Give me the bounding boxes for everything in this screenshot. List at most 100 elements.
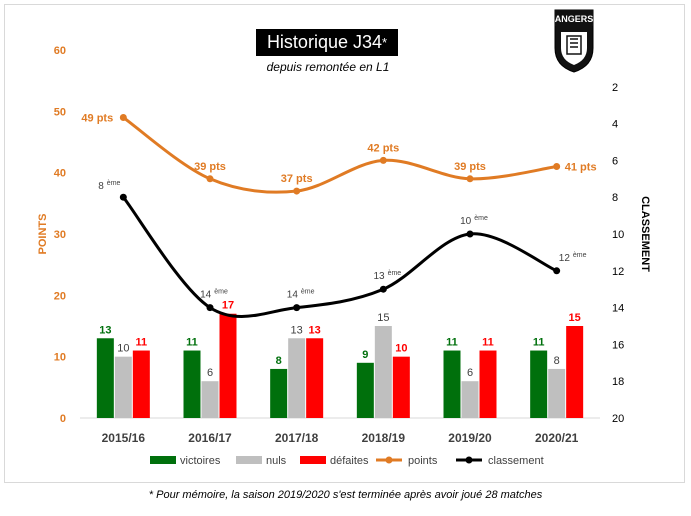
bar-value-label: 6 — [207, 367, 213, 379]
point-data-label: 37 pts — [281, 173, 313, 185]
classement-data-label: 12 ème — [559, 252, 587, 264]
x-tick-label: 2019/20 — [448, 431, 492, 445]
point-data-label: 39 pts — [194, 161, 226, 173]
y2-tick-label: 20 — [612, 413, 624, 425]
bar-value-label: 9 — [362, 349, 368, 361]
bar-défaites — [306, 338, 324, 418]
y-axis-title: POINTS — [37, 214, 49, 255]
classement-label-suffix: ème — [388, 270, 402, 277]
y2-tick-label: 8 — [612, 192, 618, 204]
classement-label-suffix: ème — [573, 252, 587, 259]
classement-marker — [206, 304, 214, 312]
bar-nuls — [114, 356, 132, 418]
angers-logo: ANGERS — [554, 9, 594, 73]
bar-victoires — [96, 338, 114, 418]
classement-marker — [119, 193, 127, 201]
legend-label: classement — [488, 455, 544, 467]
bar-nuls — [201, 381, 219, 418]
point-marker — [379, 156, 387, 164]
y2-tick-label: 2 — [612, 82, 618, 94]
bar-value-label: 11 — [482, 337, 494, 349]
bar-victoires — [356, 362, 374, 418]
y-tick-label: 60 — [54, 45, 66, 57]
legend-label: points — [408, 455, 438, 467]
bar-value-label: 11 — [533, 337, 545, 349]
legend-label: victoires — [180, 455, 221, 467]
classement-marker — [553, 267, 561, 275]
bar-victoires — [183, 350, 201, 418]
bar-défaites — [219, 313, 237, 418]
point-data-label: 49 pts — [81, 112, 113, 124]
bar-value-label: 6 — [467, 367, 473, 379]
y-tick-label: 20 — [54, 290, 66, 302]
point-marker — [293, 187, 301, 195]
classement-marker — [466, 230, 474, 238]
chart-title-star: * — [382, 35, 388, 50]
bar-value-label: 17 — [222, 300, 234, 312]
point-data-label: 39 pts — [454, 161, 486, 173]
bar-value-label: 15 — [377, 312, 389, 324]
bar-value-label: 11 — [136, 337, 148, 349]
bar-value-label: 11 — [446, 337, 458, 349]
legend-marker — [385, 456, 393, 464]
classement-marker — [379, 285, 387, 293]
y2-tick-label: 4 — [612, 119, 618, 131]
point-marker — [466, 175, 474, 183]
classement-label-suffix: ème — [107, 180, 121, 187]
classement-data-label: 14 ème — [287, 289, 315, 301]
bar-value-label: 8 — [554, 355, 560, 367]
bar-value-label: 8 — [276, 355, 282, 367]
point-marker — [553, 163, 561, 171]
legend-label: nuls — [266, 455, 287, 467]
y2-axis-title: CLASSEMENT — [639, 196, 651, 272]
bar-value-label: 13 — [291, 324, 303, 336]
line-points — [122, 116, 557, 194]
svg-text:ANGERS: ANGERS — [555, 14, 594, 24]
bar-value-label: 13 — [99, 324, 111, 336]
bar-value-label: 15 — [569, 312, 581, 324]
point-marker — [119, 113, 127, 121]
bar-nuls — [374, 326, 392, 418]
y2-tick-label: 6 — [612, 155, 618, 167]
bar-victoires — [443, 350, 461, 418]
bar-value-label: 13 — [309, 324, 321, 336]
classement-label-suffix: ème — [301, 289, 315, 296]
y-tick-label: 0 — [60, 413, 66, 425]
y2-tick-label: 18 — [612, 376, 624, 388]
bar-value-label: 11 — [186, 337, 198, 349]
bar-défaites — [132, 350, 150, 418]
legend-swatch — [300, 456, 326, 464]
x-tick-label: 2018/19 — [362, 431, 406, 445]
classement-label-suffix: ème — [214, 289, 228, 296]
legend-label: défaites — [330, 455, 369, 467]
legend-swatch — [150, 456, 176, 464]
line-classement — [122, 196, 558, 318]
y-tick-label: 50 — [54, 106, 66, 118]
point-data-label: 41 pts — [565, 162, 597, 174]
classement-label-suffix: ème — [474, 215, 488, 222]
point-data-label: 42 pts — [367, 142, 399, 154]
classement-data-label: 10 ème — [460, 215, 488, 227]
bar-défaites — [479, 350, 497, 418]
bar-nuls — [461, 381, 479, 418]
classement-marker — [293, 304, 301, 312]
bar-victoires — [270, 368, 288, 418]
chart-title-text: Historique J34 — [266, 32, 382, 52]
x-tick-label: 2020/21 — [535, 431, 579, 445]
y2-tick-label: 16 — [612, 339, 624, 351]
y-tick-label: 10 — [54, 352, 66, 364]
bar-nuls — [548, 368, 566, 418]
bar-victoires — [530, 350, 548, 418]
y-tick-label: 30 — [54, 229, 66, 241]
legend-marker — [465, 456, 473, 464]
bar-défaites — [392, 356, 410, 418]
x-tick-label: 2017/18 — [275, 431, 319, 445]
y2-tick-label: 10 — [612, 229, 624, 241]
classement-data-label: 8 ème — [98, 180, 120, 192]
y2-tick-label: 14 — [612, 303, 624, 315]
x-tick-label: 2016/17 — [188, 431, 232, 445]
x-tick-label: 2015/16 — [102, 431, 146, 445]
bar-value-label: 10 — [395, 343, 407, 355]
bar-nuls — [288, 338, 306, 418]
